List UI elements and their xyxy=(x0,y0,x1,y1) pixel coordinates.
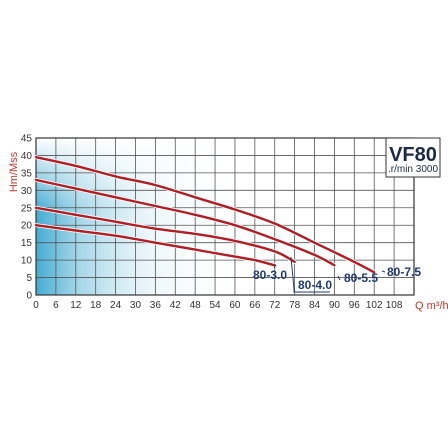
label-bracket-80-4-0 xyxy=(293,289,330,293)
y-tick-label: 45 xyxy=(21,134,33,145)
curve-80-5-5 xyxy=(34,178,336,267)
leader-line-80-5-5 xyxy=(337,275,341,281)
leader-line-80-4-0 xyxy=(290,256,295,290)
y-tick-label: 5 xyxy=(26,273,32,284)
curve-80-4-0 xyxy=(34,206,296,264)
x-tick-label: 0 xyxy=(33,300,39,311)
curve-label-80-5-5: 80-5.5 xyxy=(344,271,378,285)
curve-label-80-3-0: 80-3.0 xyxy=(253,268,287,282)
y-tick-label: 10 xyxy=(21,256,33,267)
x-tick-label: 6 xyxy=(53,300,59,311)
x-tick-label: 108 xyxy=(386,300,403,311)
y-tick-label: 35 xyxy=(21,168,33,179)
plot-border xyxy=(35,137,415,296)
curve-labels: 80-3.0 80-4.0 80-5.5 80-7.5 xyxy=(253,256,421,293)
x-tick-label: 72 xyxy=(269,300,281,311)
model-info-box: VF80 .r/min 3000 xyxy=(385,137,441,178)
x-tick-label: 96 xyxy=(349,300,361,311)
y-tick-label: 25 xyxy=(21,203,33,214)
y-tick-label: 0 xyxy=(26,291,32,302)
x-tick-label: 90 xyxy=(329,300,341,311)
x-tick-label: 24 xyxy=(110,300,122,311)
y-axis-label: Hm/Mss xyxy=(8,151,20,192)
y-tick-label: 30 xyxy=(21,186,33,197)
model-title: VF80 xyxy=(389,144,437,166)
x-tick-labels: 0 6 12 18 24 30 36 42 48 54 60 66 72 78 84 90 96 102 108 xyxy=(33,300,403,311)
x-tick-label: 12 xyxy=(70,300,82,311)
x-tick-label: 84 xyxy=(309,300,321,311)
y-tick-labels: 0 5 10 15 20 25 30 35 40 45 xyxy=(21,134,33,302)
x-tick-label: 42 xyxy=(170,300,182,311)
x-tick-label: 36 xyxy=(150,300,162,311)
curve-80-7-5 xyxy=(34,156,376,274)
x-axis-label: Q m³/h xyxy=(415,300,448,312)
y-tick-label: 15 xyxy=(21,238,33,249)
pump-curves xyxy=(34,155,377,275)
plot-gradient-fade xyxy=(36,138,414,295)
leader-line-80-3-0 xyxy=(273,264,277,269)
x-tick-label: 66 xyxy=(249,300,261,311)
plot-background xyxy=(36,138,414,295)
y-tick-label: 20 xyxy=(21,221,33,232)
x-tick-label: 102 xyxy=(366,300,383,311)
x-tick-label: 78 xyxy=(289,300,301,311)
leader-line-80-7-5 xyxy=(381,270,386,273)
curve-80-3-0 xyxy=(34,224,276,267)
axes xyxy=(35,137,415,296)
x-tick-label: 60 xyxy=(229,300,241,311)
speed-label: .r/min 3000 xyxy=(388,164,438,175)
x-tick-label: 54 xyxy=(209,300,221,311)
curve-label-80-4-0: 80-4.0 xyxy=(298,278,332,292)
x-tick-label: 48 xyxy=(190,300,202,311)
x-tick-label: 30 xyxy=(130,300,142,311)
curve-label-80-7-5: 80-7.5 xyxy=(387,265,421,279)
x-tick-label: 18 xyxy=(90,300,102,311)
y-tick-label: 40 xyxy=(21,151,33,162)
